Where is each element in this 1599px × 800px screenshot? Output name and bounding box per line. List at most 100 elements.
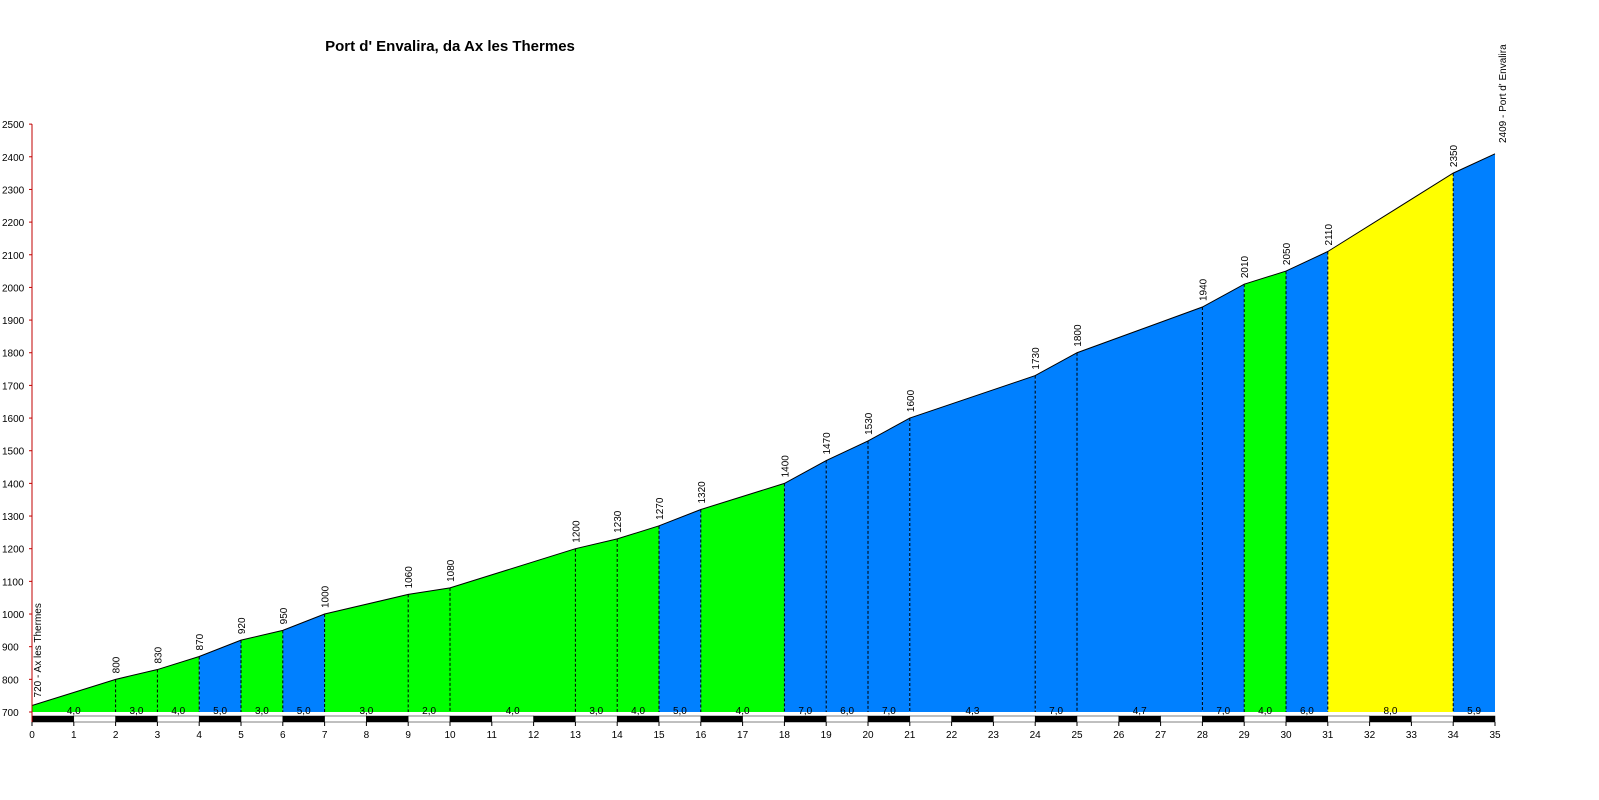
x-tick-label: 22 [946,730,958,741]
x-tick-label: 31 [1322,730,1334,741]
x-tick-label: 24 [1030,730,1042,741]
km-bar-block [533,715,576,723]
segment-gradient-label: 5,0 [673,706,687,717]
gradient-segment [1327,173,1454,713]
y-tick-label: 700 [2,708,19,719]
y-tick-label: 2500 [2,120,25,131]
x-tick-label: 9 [405,730,411,741]
x-tick-label: 34 [1448,730,1460,741]
y-tick-label: 2000 [2,283,25,294]
altitude-label: 1800 [1073,324,1084,347]
chart-title: Port d' Envalira, da Ax les Thermes [325,38,575,55]
y-tick-label: 1200 [2,545,25,556]
x-tick-label: 16 [695,730,707,741]
gradient-segment [826,440,868,712]
altitude-label: 1470 [822,432,833,455]
km-bar-block [1411,715,1454,723]
segment-gradient-label: 4,0 [1258,706,1272,717]
gradient-segment [575,538,618,712]
gradient-segment [1244,271,1286,712]
gradient-segment [157,656,200,712]
y-tick-label: 900 [2,643,19,654]
y-tick-label: 2300 [2,185,25,196]
x-tick-label: 10 [444,730,456,741]
gradient-segment [241,630,283,712]
segment-gradient-label: 4,0 [171,706,185,717]
y-tick-label: 1100 [2,577,24,588]
gradient-segment [909,375,1036,712]
x-tick-label: 18 [779,730,791,741]
x-tick-label: 29 [1239,730,1251,741]
altitude-label: 1730 [1031,347,1042,370]
segment-gradient-label: 2,0 [422,706,436,717]
altitude-label: 1080 [446,559,457,582]
gradient-segment [115,669,158,712]
gradient-segment [1286,251,1328,712]
x-tick-label: 32 [1364,730,1376,741]
altitude-label: 1530 [864,412,875,435]
km-bar-block [449,715,493,723]
gradient-segment [282,614,325,712]
x-tick-label: 35 [1489,730,1501,741]
altitude-label: 2050 [1282,242,1293,265]
gradient-segment [1202,284,1245,712]
segment-gradient-label: 8,0 [1384,706,1398,717]
altitude-label: 1200 [571,520,582,543]
altitude-label: 870 [195,633,206,650]
x-tick-label: 5 [238,730,244,741]
x-tick-label: 15 [653,730,665,741]
gradient-segment [324,594,409,712]
x-tick-label: 3 [155,730,161,741]
x-tick-label: 14 [612,730,624,741]
segment-gradient-label: 7,0 [1216,706,1230,717]
km-bar-block [1160,715,1203,723]
segment-gradient-label: 4,0 [736,706,750,717]
x-tick-label: 7 [322,730,328,741]
segment-gradient-label: 4,0 [631,706,645,717]
altitude-label: 800 [112,656,123,673]
start-location-label: 720 - Ax les Thermes [33,603,44,697]
altitude-label: 1000 [321,585,332,608]
y-tick-label: 2100 [2,251,25,262]
axes: 7008009001000110012001300140015001600170… [2,120,1501,741]
segment-gradient-label: 4,3 [966,706,980,717]
y-tick-label: 1900 [2,316,25,327]
altitude-label: 1060 [404,566,415,589]
x-tick-label: 33 [1406,730,1418,741]
gradient-segment [450,548,576,712]
gradient-segment [700,483,785,712]
x-tick-label: 0 [29,730,35,741]
gradient-segment [1453,153,1495,713]
km-bar-block [1076,715,1120,723]
y-tick-label: 800 [2,675,19,686]
x-tick-label: 12 [528,730,540,741]
segment-gradient-label: 5,0 [213,706,227,717]
km-bar-block [1452,715,1496,723]
x-tick-label: 1 [71,730,77,741]
x-tick-label: 13 [570,730,582,741]
x-tick-label: 28 [1197,730,1209,741]
segment-gradient-label: 5,0 [297,706,311,717]
segment-gradient-label: 5,9 [1467,706,1481,717]
segment-gradient-label: 3,0 [589,706,603,717]
km-bar-block [993,715,1036,723]
segment-gradient-label: 7,0 [798,706,812,717]
segment-gradient-label: 6,0 [1300,706,1314,717]
y-tick-label: 1000 [2,610,25,621]
end-location-label: 2409 - Port d' Envalira [1498,44,1509,143]
segment-gradient-label: 4,0 [67,706,81,717]
x-tick-label: 25 [1071,730,1083,741]
x-tick-label: 6 [280,730,286,741]
altitude-label: 1320 [697,481,708,504]
y-tick-label: 2400 [2,153,25,164]
gradient-segment [784,460,827,712]
altitude-label: 950 [279,607,290,624]
y-tick-label: 1400 [2,479,25,490]
gradient-segment [1077,307,1203,712]
km-bar: 4,0 3,0 4,0 5,0 3,0 5,0 3,0 2,0 4,0 3,0 4,0 5,0 4,0 7… [31,706,1496,723]
y-tick-label: 1700 [2,381,25,392]
gradient-segment [617,525,659,712]
x-tick-label: 17 [737,730,749,741]
altitude-label: 1270 [655,497,666,520]
